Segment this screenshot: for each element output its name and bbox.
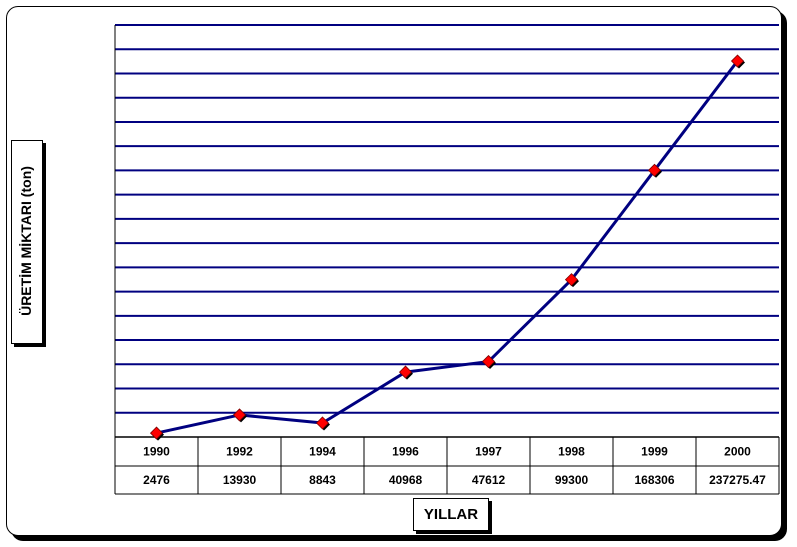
data-point [564,273,579,287]
data-table-value: 13930 [223,473,257,487]
data-table-value: 237275.47 [709,473,766,487]
x-axis-title: YILLAR [413,498,489,531]
data-table-value: 168306 [634,473,674,487]
data-point [149,426,164,440]
x-tick-label: 1992 [226,445,253,459]
data-point [315,416,330,430]
data-point [730,54,745,68]
data-point [398,365,413,379]
x-tick-label: 1996 [392,445,419,459]
data-table-value: 8843 [309,473,336,487]
x-tick-label: 1999 [641,445,668,459]
x-tick-label: 1997 [475,445,502,459]
series-line [156,60,739,435]
data-table-value: 2476 [143,473,170,487]
x-tick-label: 1994 [309,445,336,459]
data-point [481,354,496,369]
y-axis-title-box [11,140,43,344]
data-table-value: 47612 [472,473,506,487]
data-point [647,163,662,177]
data-point [232,408,247,422]
x-tick-label: 2000 [724,445,751,459]
data-table-value: 40968 [389,473,423,487]
chart-frame [6,6,782,536]
data-table-value: 99300 [555,473,589,487]
x-tick-label: 1998 [558,445,585,459]
x-tick-label: 1990 [143,445,170,459]
